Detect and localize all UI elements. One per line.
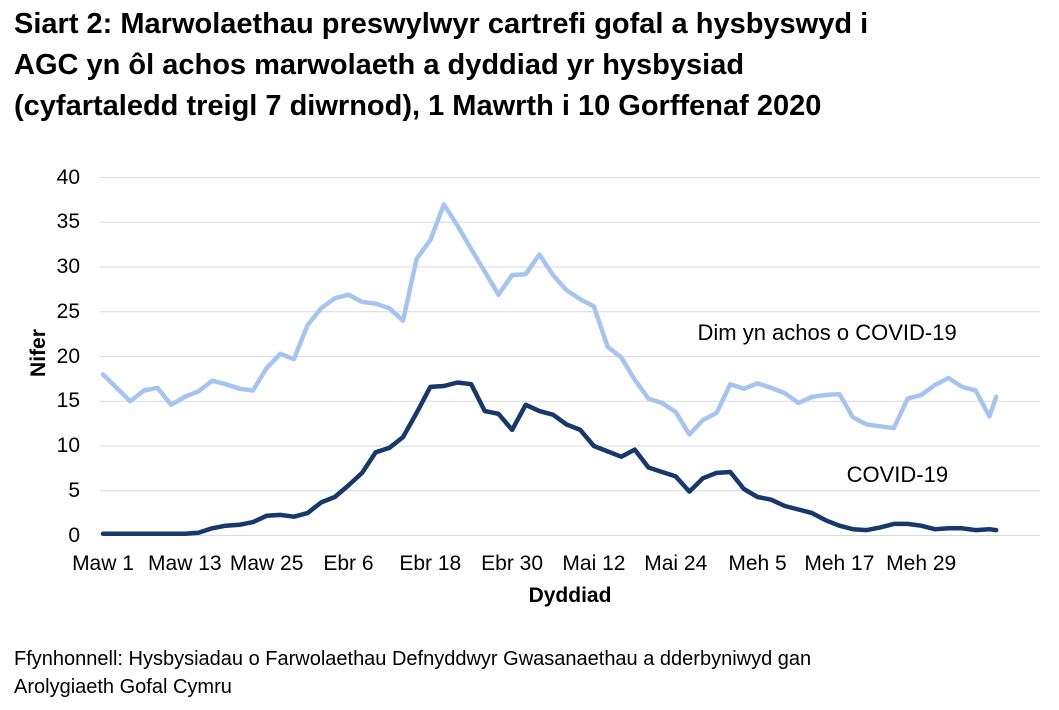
y-tick-label-15: 15	[56, 389, 80, 413]
x-tick-label-mai-24: Mai 24	[644, 552, 708, 575]
source-note: Ffynhonnell: Hysbysiadau o Farwolaethau …	[14, 645, 811, 701]
series-label-covid: COVID-19	[846, 461, 949, 487]
chart-title: Siart 2: Marwolaethau preswylwyr cartref…	[14, 4, 868, 127]
x-tick-label-meh-29: Meh 29	[886, 552, 957, 575]
x-tick-label-ebr-30: Ebr 30	[481, 552, 544, 575]
chart-title-line-2: AGC yn ôl achos marwolaeth a dyddiad yr …	[14, 49, 745, 81]
y-tick-label-5: 5	[68, 478, 80, 502]
source-note-line-2: Arolygiaeth Gofal Cymru	[14, 676, 232, 698]
x-axis-title: Dyddiad	[528, 584, 612, 607]
chart-title-line-3: (cyfartaledd treigl 7 diwrnod), 1 Mawrth…	[14, 90, 822, 122]
series-label-non-covid: Dim yn achos o COVID-19	[697, 320, 957, 346]
y-tick-label-40: 40	[56, 165, 80, 189]
line-non-covid	[100, 202, 999, 437]
chart-plot-area	[100, 177, 1040, 536]
y-tick-label-10: 10	[56, 434, 80, 457]
line-covid	[100, 380, 999, 536]
y-tick-label-20: 20	[56, 344, 80, 368]
x-tick-label-ebr-18: Ebr 18	[399, 552, 462, 575]
y-tick-label-0: 0	[68, 523, 80, 547]
x-tick-label-ebr-6: Ebr 6	[323, 552, 374, 575]
chart-title-line-1: Siart 2: Marwolaethau preswylwyr cartref…	[14, 8, 869, 40]
source-note-line-1: Ffynhonnell: Hysbysiadau o Farwolaethau …	[14, 648, 812, 670]
x-tick-label-maw-13: Maw 13	[148, 552, 222, 575]
line-chart: 0 5 10 15 20 25 30 35 40 Maw 1 Maw 13 Maw 25 Ebr 6 E…	[27, 165, 1040, 607]
x-tick-label-mai-12: Mai 12	[562, 552, 626, 575]
x-tick-label-meh-17: Meh 17	[804, 552, 875, 575]
x-tick-label-maw-1: Maw 1	[72, 552, 134, 575]
y-tick-label-30: 30	[56, 255, 80, 278]
y-tick-label-25: 25	[56, 299, 80, 323]
x-tick-label-maw-25: Maw 25	[229, 552, 304, 575]
x-tick-label-meh-5: Meh 5	[728, 552, 787, 575]
y-axis-title: Nifer	[27, 329, 50, 377]
y-tick-label-35: 35	[56, 210, 80, 234]
